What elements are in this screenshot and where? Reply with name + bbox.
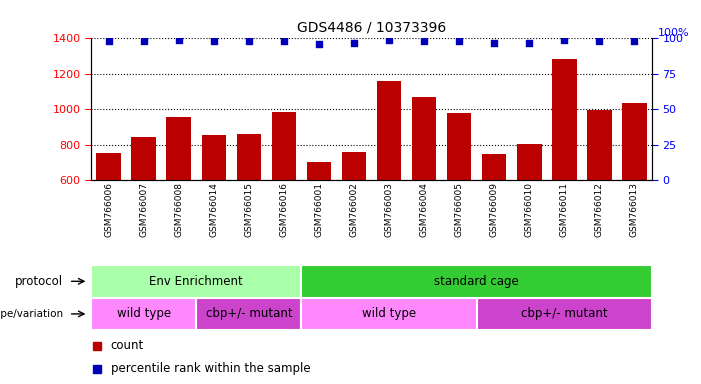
Bar [307, 162, 332, 287]
Text: Env Enrichment: Env Enrichment [149, 275, 243, 288]
Point [454, 38, 465, 44]
Text: percentile rank within the sample: percentile rank within the sample [111, 362, 311, 375]
Point [559, 37, 570, 43]
Bar [447, 113, 472, 287]
Point [629, 38, 640, 44]
Bar [477, 298, 652, 330]
Bar [196, 298, 301, 330]
Text: cbp+/- mutant: cbp+/- mutant [521, 308, 608, 320]
Point [524, 40, 535, 46]
Bar [202, 135, 226, 287]
Text: standard cage: standard cage [435, 275, 519, 288]
Bar [552, 59, 576, 287]
Point [383, 37, 395, 43]
Text: cbp+/- mutant: cbp+/- mutant [205, 308, 292, 320]
Point [103, 38, 114, 44]
Point [348, 40, 360, 46]
Bar [482, 154, 507, 287]
Bar [97, 153, 121, 287]
Point [313, 41, 325, 47]
Point [489, 40, 500, 46]
Bar [301, 298, 477, 330]
Point [173, 37, 184, 43]
Point [208, 38, 219, 44]
Bar [91, 298, 196, 330]
Bar [342, 152, 367, 287]
Text: wild type: wild type [362, 308, 416, 320]
Bar [91, 265, 301, 298]
Bar [412, 98, 436, 287]
Bar [237, 134, 261, 287]
Point [243, 38, 254, 44]
Text: wild type: wild type [116, 308, 171, 320]
Bar [167, 117, 191, 287]
Bar [517, 144, 542, 287]
Text: count: count [111, 339, 144, 352]
Point [594, 38, 605, 44]
Text: genotype/variation: genotype/variation [0, 309, 63, 319]
Point [418, 38, 430, 44]
Title: GDS4486 / 10373396: GDS4486 / 10373396 [297, 20, 446, 35]
Bar [272, 113, 297, 287]
Bar [132, 137, 156, 287]
Bar [301, 265, 652, 298]
Bar [377, 81, 402, 287]
Text: protocol: protocol [15, 275, 63, 288]
Bar [587, 110, 612, 287]
Point [278, 38, 290, 44]
Text: 100%: 100% [658, 28, 689, 38]
Point [138, 38, 149, 44]
Bar [622, 103, 647, 287]
